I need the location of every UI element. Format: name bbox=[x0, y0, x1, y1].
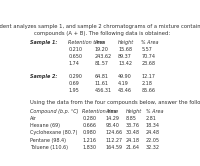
Text: 0.650: 0.650 bbox=[68, 54, 82, 59]
Text: 13.42: 13.42 bbox=[118, 61, 132, 66]
Text: 70.74: 70.74 bbox=[141, 54, 155, 59]
Text: 5.57: 5.57 bbox=[141, 47, 152, 52]
Text: 0.666: 0.666 bbox=[82, 124, 96, 128]
Text: 49.90: 49.90 bbox=[118, 74, 132, 79]
Text: 0.69: 0.69 bbox=[68, 81, 79, 86]
Text: Height: Height bbox=[126, 109, 142, 114]
Text: 93.40: 93.40 bbox=[106, 124, 119, 128]
Text: 85.66: 85.66 bbox=[141, 88, 155, 93]
Text: 30.48: 30.48 bbox=[126, 130, 140, 135]
Text: Cyclohexane (80.7): Cyclohexane (80.7) bbox=[30, 130, 77, 135]
Text: Area: Area bbox=[106, 109, 117, 114]
Text: 0.280: 0.280 bbox=[82, 116, 96, 121]
Text: 43.46: 43.46 bbox=[118, 88, 132, 93]
Text: 89.37: 89.37 bbox=[118, 54, 132, 59]
Text: 1.216: 1.216 bbox=[82, 137, 96, 143]
Text: 4.19: 4.19 bbox=[118, 81, 129, 86]
Text: Air: Air bbox=[30, 116, 37, 121]
Text: 21.64: 21.64 bbox=[126, 145, 140, 150]
Text: 19.20: 19.20 bbox=[95, 47, 109, 52]
Text: % Area: % Area bbox=[146, 109, 163, 114]
Text: compounds (A + B). The following data is obtained:: compounds (A + B). The following data is… bbox=[34, 31, 171, 36]
Text: A student analyzes sample 1, and sample 2 chromatograms of a mixture containing : A student analyzes sample 1, and sample … bbox=[0, 24, 200, 29]
Text: 24.18: 24.18 bbox=[126, 137, 140, 143]
Text: 14.29: 14.29 bbox=[106, 116, 119, 121]
Text: Sample 2:: Sample 2: bbox=[30, 74, 57, 79]
Text: 0.980: 0.980 bbox=[82, 130, 96, 135]
Text: 81.57: 81.57 bbox=[95, 61, 109, 66]
Text: Compound (b.p. °C): Compound (b.p. °C) bbox=[30, 109, 78, 114]
Text: 24.48: 24.48 bbox=[146, 130, 160, 135]
Text: 15.68: 15.68 bbox=[118, 47, 132, 52]
Text: 33.76: 33.76 bbox=[126, 124, 140, 128]
Text: 1.830: 1.830 bbox=[82, 145, 96, 150]
Text: Using the data from the four compounds below, answer the following questions:: Using the data from the four compounds b… bbox=[30, 100, 200, 105]
Text: 32.32: 32.32 bbox=[146, 145, 160, 150]
Text: Toluene (110.6): Toluene (110.6) bbox=[30, 145, 68, 150]
Text: Area: Area bbox=[95, 40, 106, 45]
Text: 243.62: 243.62 bbox=[95, 54, 112, 59]
Text: 2.81: 2.81 bbox=[146, 116, 157, 121]
Text: 112.27: 112.27 bbox=[106, 137, 123, 143]
Text: 164.59: 164.59 bbox=[106, 145, 123, 150]
Text: Retention time: Retention time bbox=[82, 109, 119, 114]
Text: 64.81: 64.81 bbox=[95, 74, 109, 79]
Text: 18.34: 18.34 bbox=[146, 124, 160, 128]
Text: % Area: % Area bbox=[141, 40, 159, 45]
Text: 0.210: 0.210 bbox=[68, 47, 82, 52]
Text: 22.05: 22.05 bbox=[146, 137, 160, 143]
Text: 0.290: 0.290 bbox=[68, 74, 82, 79]
Text: 456.31: 456.31 bbox=[95, 88, 112, 93]
Text: 23.68: 23.68 bbox=[141, 61, 155, 66]
Text: 1.74: 1.74 bbox=[68, 61, 79, 66]
Text: 11.61: 11.61 bbox=[95, 81, 109, 86]
Text: Pentane (98.4): Pentane (98.4) bbox=[30, 137, 66, 143]
Text: 12.17: 12.17 bbox=[141, 74, 155, 79]
Text: 124.66: 124.66 bbox=[106, 130, 123, 135]
Text: 8.85: 8.85 bbox=[126, 116, 137, 121]
Text: 1.95: 1.95 bbox=[68, 88, 79, 93]
Text: Hexane (69): Hexane (69) bbox=[30, 124, 60, 128]
Text: Sample 1:: Sample 1: bbox=[30, 40, 57, 45]
Text: Height: Height bbox=[118, 40, 134, 45]
Text: 2.18: 2.18 bbox=[141, 81, 152, 86]
Text: Retention time: Retention time bbox=[68, 40, 105, 45]
